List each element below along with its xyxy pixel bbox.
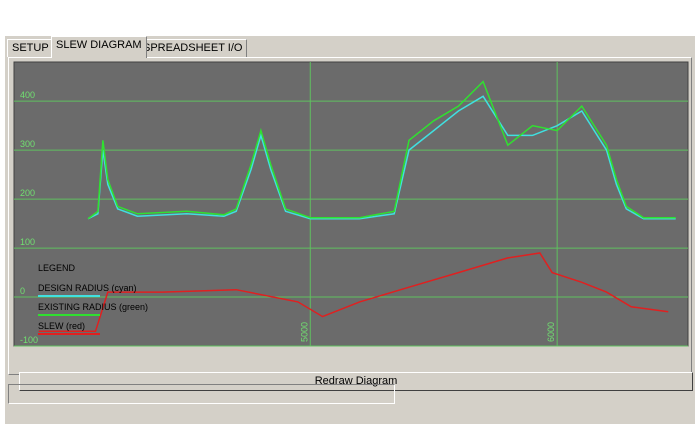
y-tick-label: 100	[20, 237, 35, 247]
y-tick-label: 400	[20, 90, 35, 100]
series-line	[87, 95, 676, 220]
legend-label: DESIGN RADIUS (cyan)	[38, 283, 137, 293]
y-tick-label: 200	[20, 188, 35, 198]
series-line	[87, 80, 676, 220]
plot-area	[13, 61, 689, 347]
status-bar	[8, 384, 395, 404]
series-line	[38, 252, 669, 333]
tab[interactable]: SLEW DIAGRAM	[51, 36, 147, 58]
x-tick-label: 5000	[299, 322, 309, 342]
tab[interactable]: SPREADSHEET I/O	[138, 39, 248, 57]
legend-label: SLEW (red)	[38, 321, 85, 331]
x-tick-label: 6000	[546, 322, 556, 342]
legend-title: LEGEND	[38, 263, 76, 273]
y-tick-label: 300	[20, 139, 35, 149]
y-tick-label: 0	[20, 286, 25, 296]
legend-label: EXISTING RADIUS (green)	[38, 302, 148, 312]
y-tick-label: -100	[20, 335, 38, 345]
